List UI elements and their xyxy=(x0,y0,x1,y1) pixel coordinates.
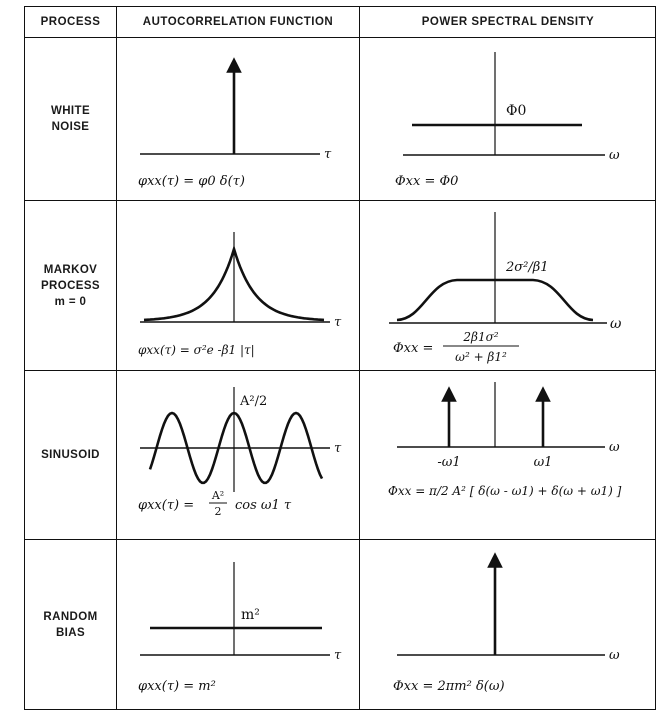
psd-table: PROCESS AUTOCORRELATION FUNCTION POWER S… xyxy=(24,6,656,710)
tau-axis-label: τ xyxy=(324,147,332,162)
process-line: RANDOM xyxy=(43,611,98,623)
m-squared-label: m² xyxy=(241,607,260,623)
column-divider-1 xyxy=(116,7,117,709)
omega-axis-label: ω xyxy=(609,148,620,163)
process-sinusoid: SINUSOID xyxy=(25,371,116,539)
amplitude-label: A²/2 xyxy=(239,394,267,409)
tau-axis-label: τ xyxy=(334,648,342,663)
acf-formula-rhs: cos ω1 τ xyxy=(235,498,292,513)
phi0-label: Φ0 xyxy=(506,103,526,119)
psd-formula-numerator: 2β1σ² xyxy=(462,330,498,344)
acf-formula: φxx(τ) = φ0 δ(τ) xyxy=(138,174,245,189)
process-random-bias: RANDOM BIAS xyxy=(25,540,116,710)
psd-formula-denominator: ω² + β1² xyxy=(455,350,507,364)
psd-random-bias-plot: ω Φxx = 2πm² δ(ω) xyxy=(393,552,620,694)
acf-formula-numerator: A² xyxy=(211,489,224,502)
psd-markov-plot: ω 2σ²/β1 Φxx = 2β1σ² ω² + β1² xyxy=(389,212,622,364)
header-autocorrelation: AUTOCORRELATION FUNCTION xyxy=(142,16,334,28)
process-line: MARKOV xyxy=(43,263,98,276)
tick-label-minus-omega1: -ω1 xyxy=(437,455,460,470)
row-divider-1 xyxy=(25,200,655,201)
acf-sinusoid-plot: τ A²/2 φxx(τ) = A² 2 cos ω1 τ xyxy=(138,387,342,518)
peak-label: 2σ²/β1 xyxy=(505,260,549,275)
exponential-decay-curve xyxy=(143,244,325,322)
process-line: m = 0 xyxy=(54,295,87,308)
acf-formula-denominator: 2 xyxy=(215,505,222,518)
tau-axis-label: τ xyxy=(334,315,342,330)
row-divider-2 xyxy=(25,370,655,371)
tick-label-omega1: ω1 xyxy=(534,455,553,470)
header-divider xyxy=(25,37,655,38)
psd-formula: Φxx = 2πm² δ(ω) xyxy=(393,679,505,694)
row-divider-3 xyxy=(25,539,655,540)
acf-formula: φxx(τ) = σ²e -β1 |τ| xyxy=(138,343,255,357)
header-psd: POWER SPECTRAL DENSITY xyxy=(421,16,595,28)
psd-formula: Φxx = π/2 A² [ δ(ω - ω1) + δ(ω + ω1) ] xyxy=(388,484,622,498)
omega-axis-label: ω xyxy=(609,648,620,663)
acf-formula-lhs: φxx(τ) = xyxy=(138,498,194,513)
process-line: NOISE xyxy=(51,121,90,133)
psd-white-noise-plot: ω Φ0 Φxx = Φ0 xyxy=(395,52,620,189)
omega-axis-label: ω xyxy=(610,316,622,332)
omega-axis-label: ω xyxy=(609,440,620,455)
process-line: PROCESS xyxy=(40,279,101,292)
process-markov: MARKOV PROCESS m = 0 xyxy=(25,201,116,370)
acf-random-bias-plot: τ m² φxx(τ) = m² xyxy=(138,562,342,694)
process-white-noise: WHITE NOISE xyxy=(25,38,116,200)
acf-markov-plot: τ φxx(τ) = σ²e -β1 |τ| xyxy=(138,232,342,357)
process-line: WHITE xyxy=(50,105,91,117)
lorentzian-spectrum-curve xyxy=(396,278,594,322)
psd-formula: Φxx = Φ0 xyxy=(395,174,458,189)
column-divider-2 xyxy=(359,7,360,709)
process-line: BIAS xyxy=(55,627,86,639)
process-line: SINUSOID xyxy=(41,449,100,461)
tau-axis-label: τ xyxy=(334,441,342,456)
psd-sinusoid-plot: ω -ω1 ω1 Φxx = π/2 A² [ δ(ω - ω1) + δ(ω … xyxy=(388,382,622,498)
psd-formula-lhs: Φxx = xyxy=(393,341,433,356)
acf-formula: φxx(τ) = m² xyxy=(138,679,216,694)
cosine-curve xyxy=(148,411,324,485)
header-process: PROCESS xyxy=(40,16,101,28)
acf-white-noise-plot: τ φxx(τ) = φ0 δ(τ) xyxy=(138,57,332,189)
diagram-canvas: τ φxx(τ) = φ0 δ(τ) ω Φ0 Φxx = Φ0 τ φxx(τ… xyxy=(138,52,622,694)
